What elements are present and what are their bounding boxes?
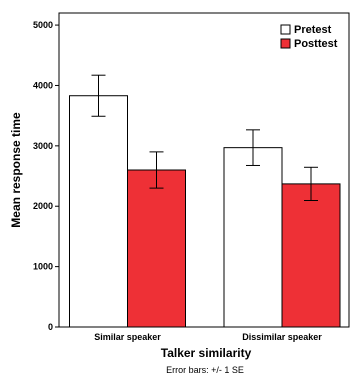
y-axis: 0 1000 2000 3000 4000 5000 <box>33 20 59 332</box>
pretest-bar-dissimilar-speaker <box>223 147 283 328</box>
legend-label-pretest: Pretest <box>294 24 332 36</box>
posttest-bar-dissimilar-speaker <box>281 183 341 328</box>
x-tick-label-dissimilar-speaker: Dissimilar speaker <box>242 332 322 342</box>
x-axis: Similar speaker Dissimilar speaker <box>94 332 322 342</box>
y-tick-label-1000: 1000 <box>33 262 53 272</box>
y-tick-label-5000: 5000 <box>33 20 53 30</box>
posttest-bar-similar-speaker <box>127 169 186 328</box>
legend-swatch-posttest <box>280 38 291 49</box>
y-axis-title: Mean response time <box>9 112 23 228</box>
legend-label-posttest: Posttest <box>294 38 338 50</box>
pretest-bar-similar-speaker <box>69 95 128 328</box>
x-axis-title: Talker similarity <box>161 346 252 360</box>
y-tick-label-0: 0 <box>48 322 53 332</box>
legend: Pretest Posttest <box>280 24 338 50</box>
error-bar-note: Error bars: +/- 1 SE <box>166 365 244 375</box>
y-tick-label-2000: 2000 <box>33 201 53 211</box>
x-tick-label-similar-speaker: Similar speaker <box>94 332 161 342</box>
error-bars-group <box>91 74 318 201</box>
y-tick-label-4000: 4000 <box>33 80 53 90</box>
legend-swatch-pretest <box>280 24 291 35</box>
y-tick-label-3000: 3000 <box>33 141 53 151</box>
